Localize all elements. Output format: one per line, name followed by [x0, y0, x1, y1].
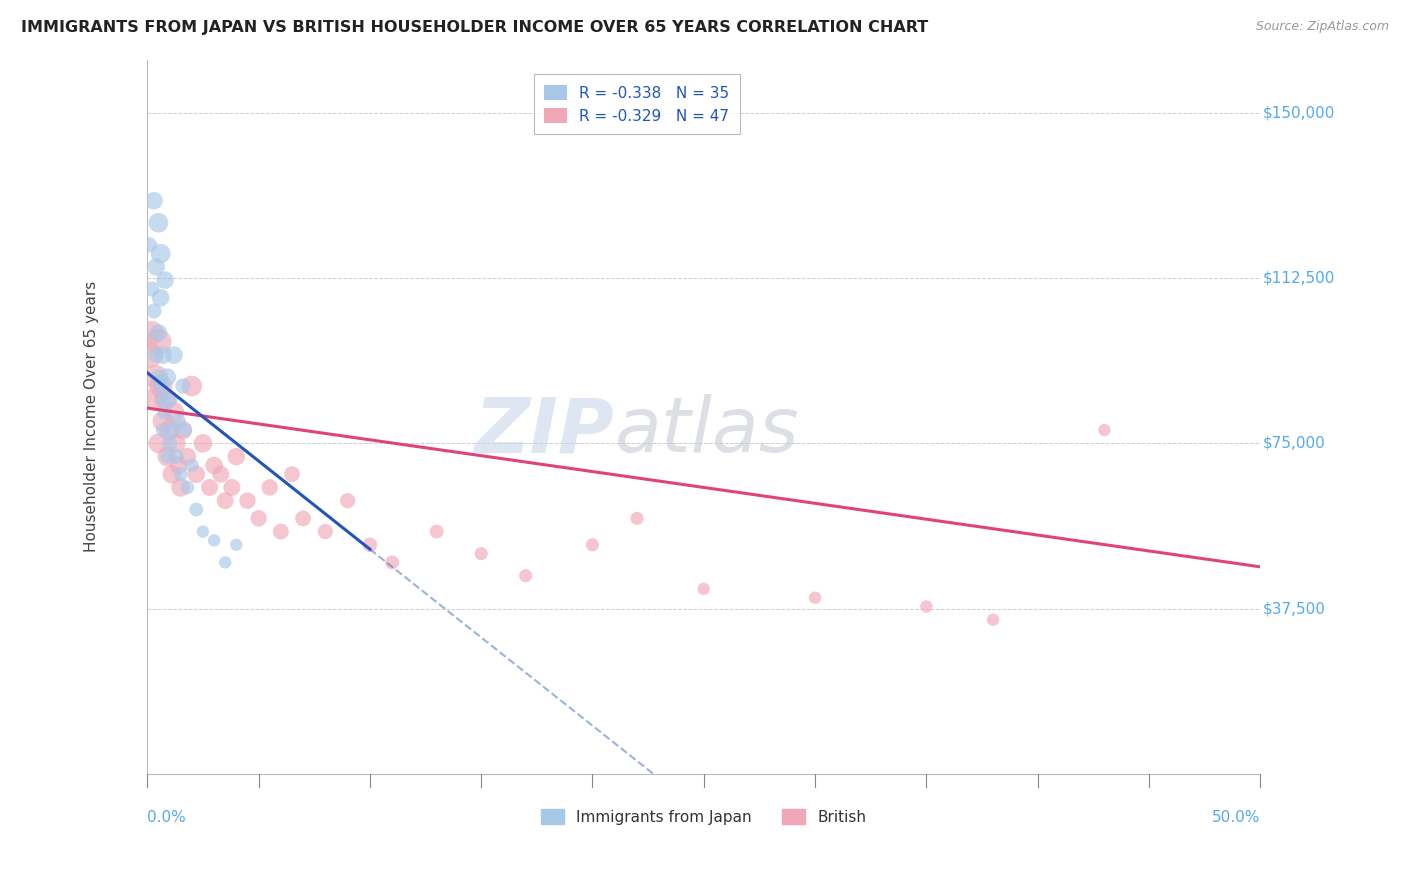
Point — [214, 556, 236, 570]
Text: IMMIGRANTS FROM JAPAN VS BRITISH HOUSEHOLDER INCOME OVER 65 YEARS CORRELATION CH: IMMIGRANTS FROM JAPAN VS BRITISH HOUSEHO… — [21, 20, 928, 35]
Point — [191, 524, 214, 539]
Point — [153, 392, 176, 407]
Point — [426, 524, 449, 539]
Point — [160, 423, 183, 437]
Point — [165, 450, 187, 464]
Point — [804, 591, 827, 605]
Point — [153, 273, 176, 287]
Point — [141, 282, 163, 296]
Point — [202, 458, 225, 473]
Point — [176, 480, 198, 494]
Point — [152, 392, 174, 407]
Point — [152, 348, 174, 362]
Point — [209, 467, 232, 482]
Point — [259, 480, 281, 494]
Point — [152, 423, 174, 437]
Point — [148, 334, 170, 349]
Point — [359, 538, 381, 552]
Text: 50.0%: 50.0% — [1212, 810, 1260, 825]
Point — [148, 216, 170, 230]
Point — [186, 502, 208, 516]
Point — [236, 493, 259, 508]
Point — [225, 538, 247, 552]
Point — [149, 379, 172, 393]
Point — [152, 414, 174, 428]
Point — [515, 568, 537, 582]
Point — [156, 450, 179, 464]
Point — [381, 556, 404, 570]
Text: atlas: atlas — [614, 394, 799, 468]
Point — [186, 467, 208, 482]
Point — [270, 524, 292, 539]
Point — [176, 450, 198, 464]
Point — [148, 436, 170, 450]
Text: Householder Income Over 65 years: Householder Income Over 65 years — [84, 281, 100, 552]
Point — [172, 423, 194, 437]
Point — [167, 414, 190, 428]
Text: ZIP: ZIP — [475, 394, 614, 468]
Point — [292, 511, 315, 525]
Point — [281, 467, 304, 482]
Point — [336, 493, 359, 508]
Point — [156, 370, 179, 384]
Point — [180, 458, 202, 473]
Point — [247, 511, 270, 525]
Point — [1092, 423, 1115, 437]
Point — [202, 533, 225, 548]
Point — [165, 436, 187, 450]
Point — [149, 291, 172, 305]
Point — [145, 260, 167, 274]
Point — [149, 379, 172, 393]
Point — [163, 348, 186, 362]
Point — [160, 467, 183, 482]
Point — [141, 326, 163, 340]
Point — [198, 480, 221, 494]
Point — [143, 392, 166, 407]
Point — [138, 237, 160, 252]
Point — [191, 436, 214, 450]
Point — [214, 493, 236, 508]
Point — [981, 613, 1004, 627]
Point — [143, 194, 166, 208]
Point — [915, 599, 938, 614]
Point — [169, 480, 191, 494]
Point — [143, 304, 166, 318]
Text: $37,500: $37,500 — [1263, 601, 1326, 616]
Point — [153, 405, 176, 419]
Legend: R = -0.338   N = 35, R = -0.329   N = 47: R = -0.338 N = 35, R = -0.329 N = 47 — [534, 74, 741, 135]
Point — [167, 458, 190, 473]
Point — [581, 538, 603, 552]
Point — [145, 370, 167, 384]
Text: Source: ZipAtlas.com: Source: ZipAtlas.com — [1256, 20, 1389, 33]
Point — [693, 582, 716, 596]
Point — [626, 511, 648, 525]
Point — [314, 524, 336, 539]
Point — [163, 405, 186, 419]
Point — [221, 480, 243, 494]
Point — [159, 392, 181, 407]
Point — [159, 436, 181, 450]
Point — [172, 379, 194, 393]
Point — [149, 246, 172, 260]
Text: $112,500: $112,500 — [1263, 270, 1334, 285]
Text: $75,000: $75,000 — [1263, 436, 1326, 450]
Text: 0.0%: 0.0% — [148, 810, 186, 825]
Point — [180, 379, 202, 393]
Point — [225, 450, 247, 464]
Point — [138, 348, 160, 362]
Point — [174, 423, 197, 437]
Point — [156, 450, 179, 464]
Point — [148, 326, 170, 340]
Text: $150,000: $150,000 — [1263, 105, 1334, 120]
Point — [159, 423, 181, 437]
Point — [145, 348, 167, 362]
Point — [148, 370, 170, 384]
Point — [470, 547, 492, 561]
Point — [169, 467, 191, 482]
